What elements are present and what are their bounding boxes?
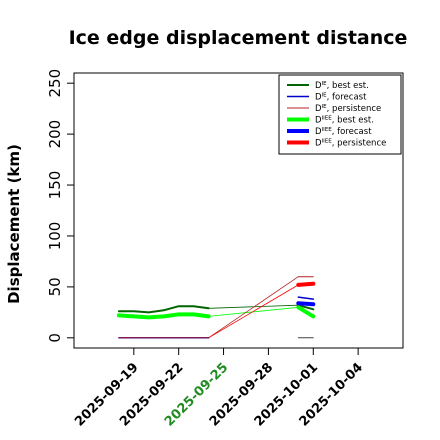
y-tick-label: 150 [46, 171, 64, 200]
legend-label-die_persist: DIE, persistence [315, 104, 381, 114]
y-axis: 0 50 100 150 200 250 [46, 69, 75, 343]
legend-label-die_best: DIE, best est. [315, 81, 369, 91]
forecast-segment-die_forecast [297, 296, 315, 300]
series-line-die_best [117, 305, 210, 314]
legend-label-diiee_best: DIIEE, best est. [315, 116, 374, 126]
series-lines [116, 276, 316, 339]
connector-line-diiee_persist [208, 284, 299, 339]
y-axis-label: Displacement (km) [5, 144, 23, 304]
y-tick-label: 250 [46, 69, 64, 98]
connector-line-die_best [208, 304, 299, 309]
connector-line-diiee_best [208, 306, 299, 317]
forecast-segment-diiee_best [296, 305, 316, 319]
y-tick-label: 0 [46, 333, 64, 343]
legend-label-diiee_forecast: DIIEE, forecast [315, 127, 372, 137]
forecast-segment-diiee_persist [296, 281, 316, 287]
series-line-diiee_best [116, 312, 211, 320]
forecast-segment-diiee_forecast [296, 301, 316, 307]
connector-line-die_persist [208, 276, 299, 339]
y-tick-label: 200 [46, 120, 64, 149]
forecast-segment-die_best [297, 304, 315, 311]
y-tick-label: 100 [46, 222, 64, 251]
legend-label-die_forecast: DIE, forecast [315, 93, 367, 103]
x-axis: 2025-09-192025-09-222025-09-252025-09-28… [72, 347, 366, 430]
chart-title: Ice edge displacement distance [69, 27, 408, 49]
legend-label-diiee_persist: DIIEE, persistence [315, 139, 386, 149]
y-tick-label: 50 [46, 277, 64, 296]
